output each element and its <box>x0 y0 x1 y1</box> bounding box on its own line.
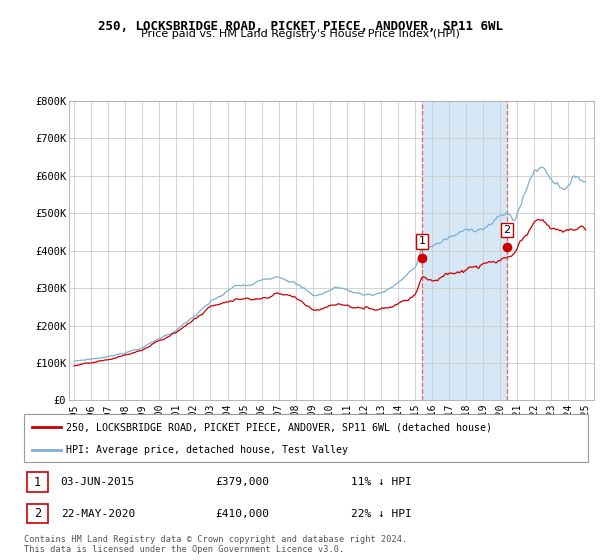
Text: 22% ↓ HPI: 22% ↓ HPI <box>351 508 412 519</box>
Text: £379,000: £379,000 <box>216 477 270 487</box>
Bar <box>422 101 507 400</box>
Text: 11% ↓ HPI: 11% ↓ HPI <box>351 477 412 487</box>
FancyBboxPatch shape <box>24 414 588 462</box>
Text: 22-MAY-2020: 22-MAY-2020 <box>61 508 135 519</box>
Text: 03-JUN-2015: 03-JUN-2015 <box>61 477 135 487</box>
Text: 1: 1 <box>419 236 425 246</box>
Text: HPI: Average price, detached house, Test Valley: HPI: Average price, detached house, Test… <box>66 445 348 455</box>
Text: Contains HM Land Registry data © Crown copyright and database right 2024.
This d: Contains HM Land Registry data © Crown c… <box>24 535 407 554</box>
Text: 250, LOCKSBRIDGE ROAD, PICKET PIECE, ANDOVER, SP11 6WL: 250, LOCKSBRIDGE ROAD, PICKET PIECE, AND… <box>97 20 503 32</box>
Text: Price paid vs. HM Land Registry's House Price Index (HPI): Price paid vs. HM Land Registry's House … <box>140 29 460 39</box>
FancyBboxPatch shape <box>27 503 48 524</box>
Text: 2: 2 <box>34 507 41 520</box>
Text: 1: 1 <box>34 475 41 489</box>
Text: 2: 2 <box>503 225 510 235</box>
FancyBboxPatch shape <box>27 472 48 492</box>
Text: 250, LOCKSBRIDGE ROAD, PICKET PIECE, ANDOVER, SP11 6WL (detached house): 250, LOCKSBRIDGE ROAD, PICKET PIECE, AND… <box>66 422 493 432</box>
Text: £410,000: £410,000 <box>216 508 270 519</box>
